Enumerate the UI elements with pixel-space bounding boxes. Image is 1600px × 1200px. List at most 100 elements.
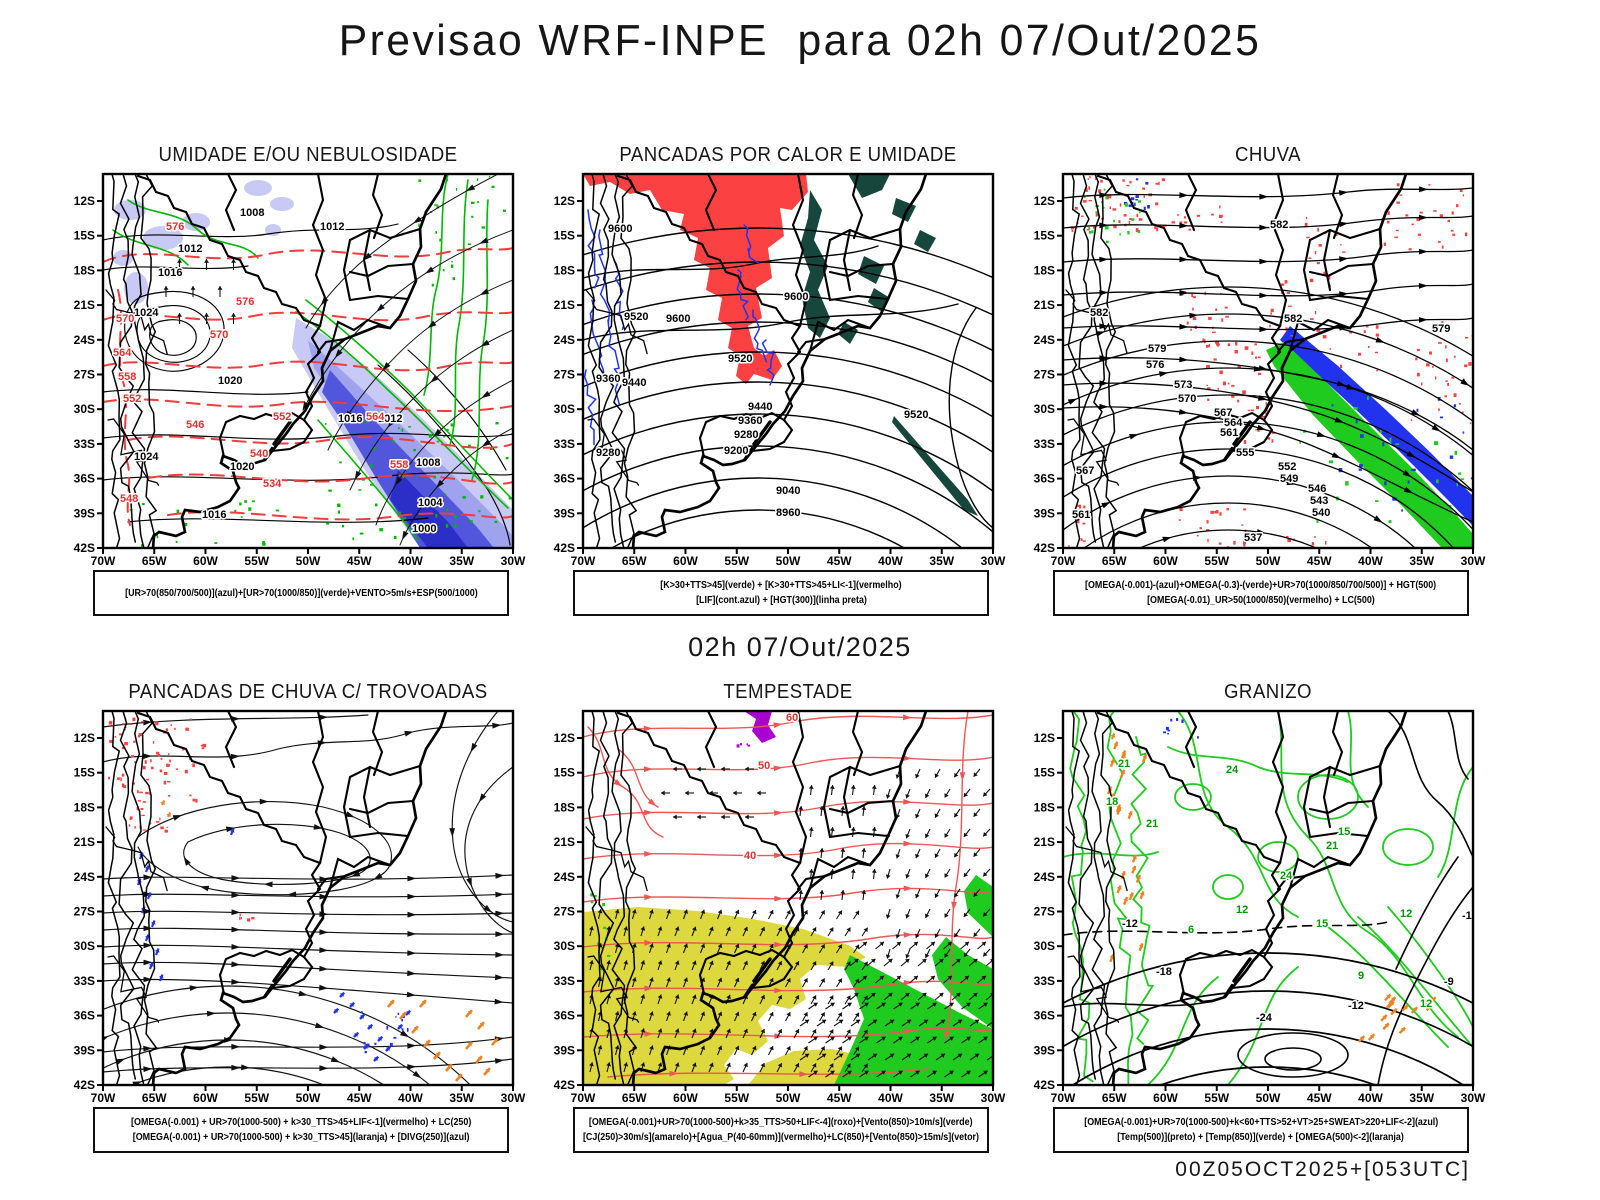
svg-text:30W: 30W <box>501 1091 526 1105</box>
svg-text:-12: -12 <box>1462 910 1478 922</box>
svg-text:40W: 40W <box>878 1091 903 1105</box>
svg-text:40W: 40W <box>1358 1091 1383 1105</box>
svg-text:60W: 60W <box>673 554 698 568</box>
svg-text:9040: 9040 <box>776 485 800 497</box>
svg-text:45W: 45W <box>827 1091 852 1105</box>
svg-text:39S: 39S <box>74 506 95 520</box>
model-run-label: 00Z05OCT2025+[053UTC] <box>1175 1158 1470 1181</box>
svg-text:33S: 33S <box>1034 974 1055 988</box>
svg-text:65W: 65W <box>142 554 167 568</box>
svg-text:33S: 33S <box>74 437 95 451</box>
svg-text:564: 564 <box>366 411 385 423</box>
svg-text:576: 576 <box>1146 359 1164 371</box>
svg-text:12S: 12S <box>1034 194 1055 208</box>
svg-text:9600: 9600 <box>608 223 632 235</box>
svg-text:15S: 15S <box>74 229 95 243</box>
map-content: 24 24 21 21 21 18 15 15 12 12 12 9 6 -12 -12 -12 -18 -24 -… <box>1063 711 1478 1085</box>
map-content: 1008 1012 1012 1016 1024 1020 1024 1020 1016 1016… <box>103 174 513 548</box>
svg-text:30W: 30W <box>981 554 1006 568</box>
svg-text:33S: 33S <box>554 437 575 451</box>
svg-text:1016: 1016 <box>202 509 226 521</box>
svg-text:12: 12 <box>1420 998 1432 1010</box>
svg-text:30W: 30W <box>1461 554 1486 568</box>
caption-box: [UR>70(850/700/500)](azul)+[UR>70(1000/8… <box>93 570 509 616</box>
svg-text:50W: 50W <box>776 554 801 568</box>
svg-text:24S: 24S <box>554 870 575 884</box>
svg-text:18S: 18S <box>74 800 95 814</box>
svg-text:540: 540 <box>1312 507 1330 519</box>
svg-text:15S: 15S <box>1034 766 1055 780</box>
svg-text:9600: 9600 <box>666 313 690 325</box>
svg-text:570: 570 <box>210 329 228 341</box>
svg-text:30S: 30S <box>74 939 95 953</box>
svg-text:27S: 27S <box>74 905 95 919</box>
svg-text:36S: 36S <box>1034 1009 1055 1023</box>
svg-text:570: 570 <box>116 313 134 325</box>
svg-text:18S: 18S <box>554 263 575 277</box>
svg-text:50W: 50W <box>1256 1091 1281 1105</box>
svg-text:30S: 30S <box>1034 939 1055 953</box>
svg-text:12: 12 <box>1400 908 1412 920</box>
panel-umidade: UMIDADE E/OU NEBULOSIDADE 1008 1012 1012 10… <box>68 144 530 616</box>
panel-tempestade: TEMPESTADE 60 50 40 12S 15S 18S 21S 24S 27S 30S 33… <box>548 681 1010 1153</box>
caption-box: [OMEGA(-0.001) + UR>70(1000-500) + k>30_… <box>93 1107 509 1153</box>
svg-text:15S: 15S <box>554 229 575 243</box>
svg-text:582: 582 <box>1090 307 1108 319</box>
svg-text:40W: 40W <box>398 1091 423 1105</box>
svg-text:40W: 40W <box>398 554 423 568</box>
weather-map-granizo: 24 24 21 21 21 18 15 15 12 12 12 9 6 -12 -12 -12 -18 -24 -… <box>1034 709 1486 1105</box>
svg-text:548: 548 <box>120 493 138 505</box>
svg-text:1012: 1012 <box>320 221 344 233</box>
svg-text:21: 21 <box>1326 840 1338 852</box>
svg-text:55W: 55W <box>244 1091 269 1105</box>
svg-text:70W: 70W <box>91 1091 116 1105</box>
svg-text:42S: 42S <box>554 1078 575 1092</box>
svg-text:40W: 40W <box>878 554 903 568</box>
caption-box: [OMEGA(-0.001)+UR>70(1000-500)+k>35_TTS>… <box>573 1107 989 1153</box>
caption-line: [OMEGA(-0.001) + UR>70(1000-500) + k>30_… <box>130 1116 472 1128</box>
svg-text:1016: 1016 <box>338 413 362 425</box>
panel-title: CHUVA <box>1234 144 1302 166</box>
panel-title: GRANIZO <box>1223 681 1313 703</box>
svg-text:18S: 18S <box>554 800 575 814</box>
svg-text:12S: 12S <box>554 731 575 745</box>
svg-text:35W: 35W <box>929 1091 954 1105</box>
svg-text:9520: 9520 <box>624 311 648 323</box>
map-content: 60 50 40 <box>583 711 993 1085</box>
svg-text:42S: 42S <box>1034 541 1055 555</box>
svg-text:35W: 35W <box>1409 554 1434 568</box>
svg-text:65W: 65W <box>142 1091 167 1105</box>
svg-text:1000: 1000 <box>412 523 436 535</box>
caption-line: [OMEGA(-0.01)_UR>50(1000/850)(vermelho) … <box>1147 594 1375 606</box>
svg-text:9360: 9360 <box>738 415 762 427</box>
svg-text:582: 582 <box>1270 219 1288 231</box>
svg-text:18S: 18S <box>1034 263 1055 277</box>
svg-text:55W: 55W <box>724 1091 749 1105</box>
svg-text:45W: 45W <box>347 1091 372 1105</box>
caption-box: [OMEGA(-0.001)+UR>70(1000-500)+k<60+TTS>… <box>1053 1107 1469 1153</box>
panel-pancadas-calor: PANCADAS POR CALOR E UMIDADE 9600 9520 960… <box>548 144 1010 616</box>
caption-line: [OMEGA(-0.001) + UR>70(1000-500) + k>30_… <box>132 1131 470 1143</box>
svg-text:1012: 1012 <box>378 413 402 425</box>
svg-text:24S: 24S <box>74 333 95 347</box>
caption-line: [CJ(250)>30m/s](amarelo)+[Agua_P(40-60mm… <box>582 1131 980 1143</box>
svg-text:15S: 15S <box>74 766 95 780</box>
svg-text:70W: 70W <box>571 554 596 568</box>
svg-text:70W: 70W <box>1051 1091 1076 1105</box>
svg-text:552: 552 <box>273 411 291 423</box>
panel-title: TEMPESTADE <box>723 681 853 703</box>
svg-text:15S: 15S <box>554 766 575 780</box>
svg-text:50W: 50W <box>1256 554 1281 568</box>
svg-text:21: 21 <box>1146 818 1158 830</box>
panel-title: PANCADAS DE CHUVA C/ TROVOADAS <box>128 681 488 703</box>
svg-text:12S: 12S <box>1034 731 1055 745</box>
svg-text:546: 546 <box>186 419 204 431</box>
svg-text:65W: 65W <box>1102 554 1127 568</box>
panel-trovoadas: PANCADAS DE CHUVA C/ TROVOADAS 12S 15S 18S… <box>68 681 530 1153</box>
svg-text:36S: 36S <box>1034 472 1055 486</box>
svg-text:18: 18 <box>1106 796 1118 808</box>
svg-text:561: 561 <box>1220 427 1238 439</box>
